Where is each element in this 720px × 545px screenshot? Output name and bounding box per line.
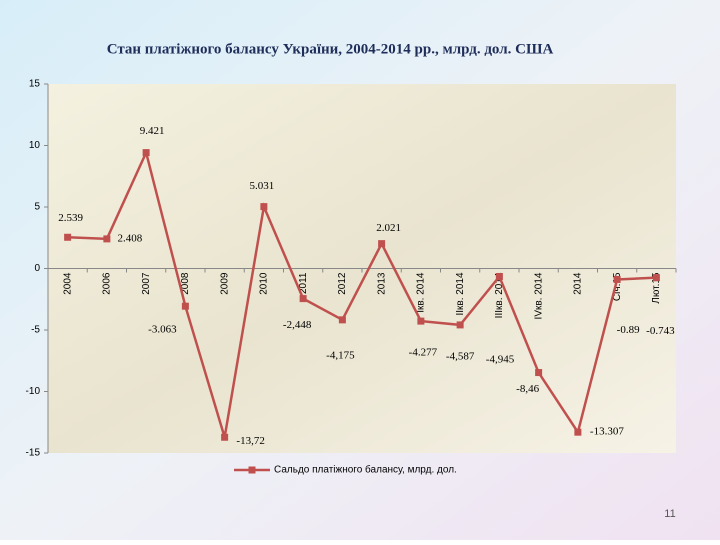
point-marker xyxy=(338,316,346,324)
point-marker xyxy=(299,295,307,303)
data-label: 2.408 xyxy=(118,232,143,244)
x-tick-label: 2014 xyxy=(573,272,584,295)
data-label: 2.539 xyxy=(58,212,83,224)
data-label: -13,72 xyxy=(236,435,264,447)
point-marker xyxy=(417,317,425,325)
data-label: -4.277 xyxy=(409,347,438,359)
point-marker xyxy=(574,428,582,436)
data-label: -2,448 xyxy=(283,319,312,331)
data-label: 5.031 xyxy=(250,180,275,192)
x-tick-label: 2010 xyxy=(259,272,270,295)
x-tick-label: IIкв. 2014 xyxy=(455,272,466,315)
x-tick-label: Iкв. 2014 xyxy=(416,272,427,313)
data-label: -4,587 xyxy=(446,350,475,362)
point-marker xyxy=(221,433,229,441)
point-marker xyxy=(495,272,503,280)
x-tick-label: Січ.15 xyxy=(612,272,623,301)
x-tick-label: 2009 xyxy=(219,272,230,295)
x-tick-label: Лют.15 xyxy=(651,272,662,304)
x-tick-label: 2012 xyxy=(337,272,348,295)
annotation: -4,945 xyxy=(486,354,515,366)
x-tick-label: 2006 xyxy=(102,272,113,295)
data-label: -13.307 xyxy=(590,426,624,438)
point-marker xyxy=(652,274,660,282)
chart-title: Стан платіжного балансу України, 2004-20… xyxy=(107,41,554,57)
x-tick-label: IIIкв. 2014 xyxy=(494,272,505,318)
series-line xyxy=(67,148,657,438)
y-tick-label: 5 xyxy=(34,202,40,213)
x-tick-label: IVкв. 2014 xyxy=(533,272,544,319)
point-marker xyxy=(181,302,189,310)
point-marker xyxy=(103,235,111,243)
point-marker xyxy=(260,203,268,211)
data-label: -3.063 xyxy=(148,324,177,336)
x-tick-label: 2008 xyxy=(180,272,191,295)
legend-marker xyxy=(248,466,256,474)
point-marker xyxy=(535,369,543,377)
data-label: -0.89 xyxy=(617,324,640,336)
data-label: -8,46 xyxy=(516,383,539,395)
point-marker xyxy=(142,149,150,157)
y-tick-label: 0 xyxy=(34,263,40,274)
data-label: 2.021 xyxy=(376,222,401,234)
point-marker xyxy=(456,321,464,329)
point-marker xyxy=(64,233,72,241)
data-label: 9.421 xyxy=(140,125,165,137)
x-tick-label: 2011 xyxy=(298,272,309,294)
page-number: 11 xyxy=(664,508,675,520)
data-label: -4,175 xyxy=(326,349,355,361)
data-label: -0.743 xyxy=(646,325,675,337)
x-tick-label: 2013 xyxy=(376,272,387,295)
x-tick-label: 2004 xyxy=(62,272,73,295)
y-tick-label: 15 xyxy=(29,79,41,90)
x-tick-label: 2007 xyxy=(141,272,152,295)
point-marker xyxy=(613,275,621,283)
y-tick-label: -5 xyxy=(31,325,40,336)
y-tick-label: -15 xyxy=(26,448,41,459)
y-tick-label: 10 xyxy=(29,140,41,151)
y-tick-label: -10 xyxy=(26,386,41,397)
legend-label: Сальдо платіжного балансу, млрд. дол. xyxy=(274,464,457,476)
point-marker xyxy=(378,240,386,248)
